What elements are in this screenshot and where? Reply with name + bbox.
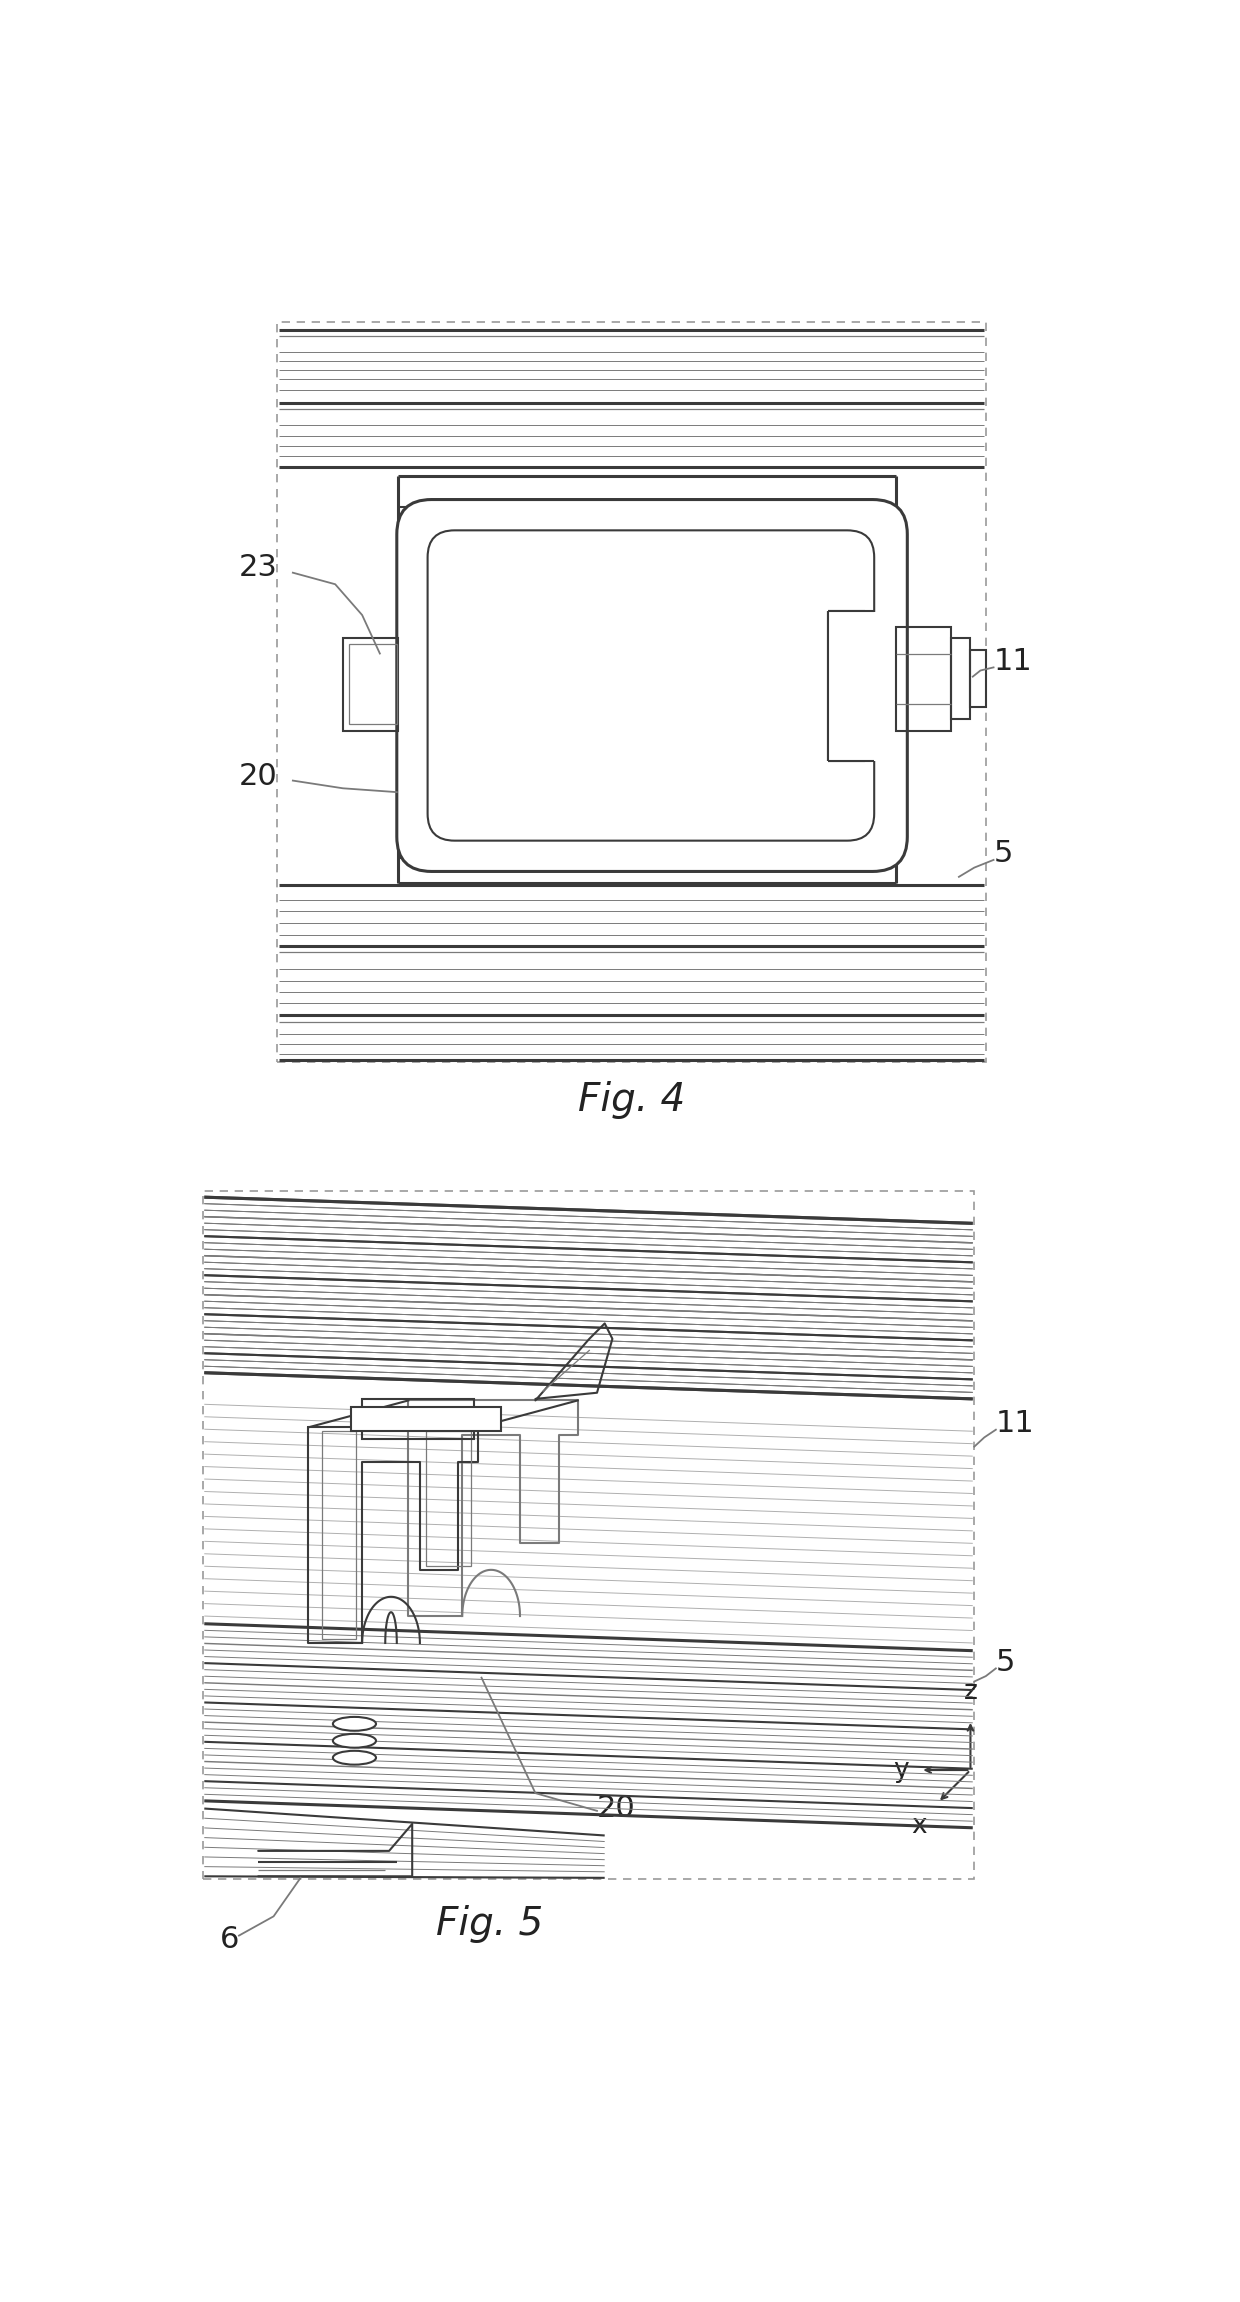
Text: 5: 5 [993,840,1013,868]
Bar [427,1432,471,1565]
Text: 20: 20 [239,762,278,792]
Text: 6: 6 [219,1924,239,1954]
Text: y: y [893,1756,909,1784]
Bar [399,523,894,843]
Text: z: z [963,1678,977,1703]
Bar [895,626,951,730]
Bar [278,322,986,1061]
Bar [205,1400,972,1800]
Text: 11: 11 [996,1409,1034,1439]
Bar [399,477,895,882]
Bar [278,322,985,1061]
Ellipse shape [332,1752,376,1766]
Text: x: x [911,1814,928,1839]
Bar [343,638,398,730]
Bar [828,612,889,760]
Text: 5: 5 [996,1648,1016,1676]
FancyBboxPatch shape [397,500,908,872]
Text: 23: 23 [239,552,278,582]
Text: Fig. 4: Fig. 4 [578,1082,686,1119]
Text: 11: 11 [993,647,1032,677]
Bar [951,638,971,718]
Bar [971,649,986,707]
Bar [350,645,397,725]
Ellipse shape [332,1733,376,1747]
Text: 20: 20 [596,1793,636,1823]
Bar [351,1407,501,1432]
Bar [322,1432,356,1639]
Ellipse shape [332,1717,376,1731]
Bar [279,467,985,884]
Text: Fig. 5: Fig. 5 [435,1906,543,1943]
Bar [362,1400,474,1439]
Bar [203,1190,975,1878]
